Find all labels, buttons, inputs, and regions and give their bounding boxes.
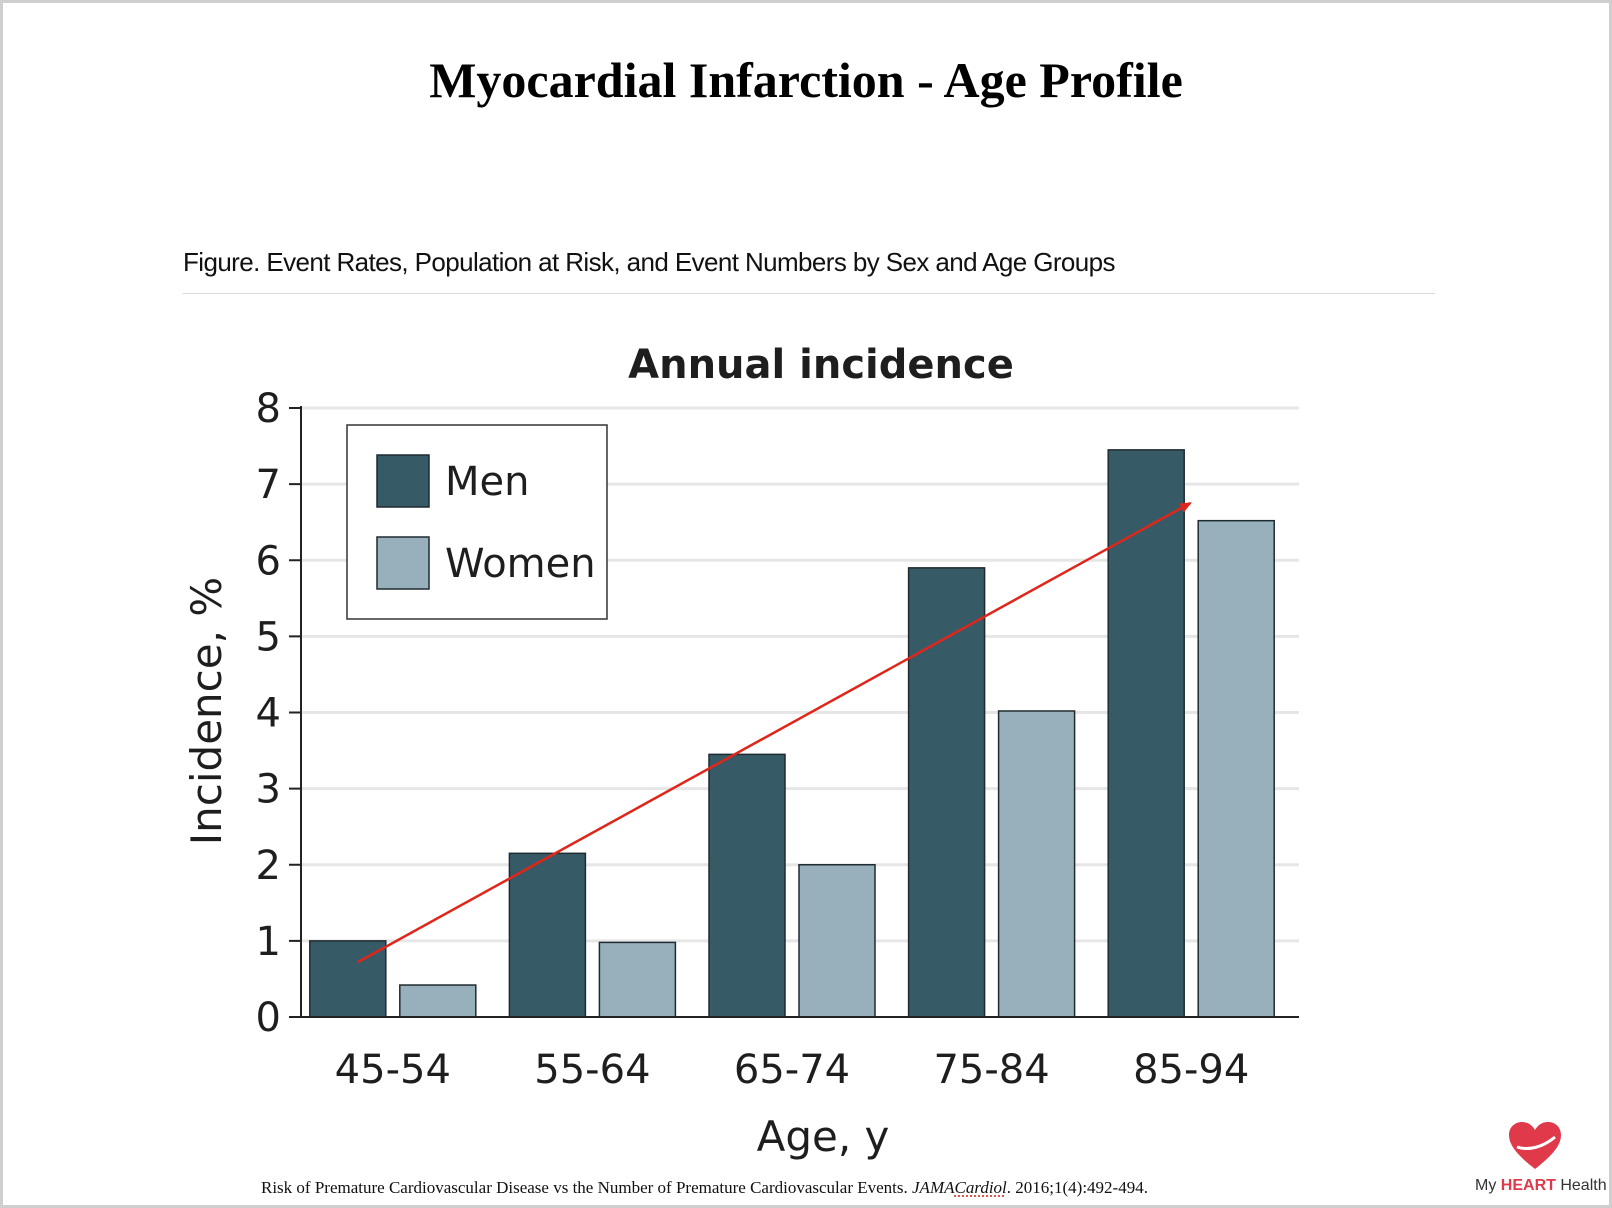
x-tick-label: 65-74 (734, 1047, 850, 1093)
bar-men-65-74 (708, 753, 786, 1018)
citation-title: Risk of Premature Cardiovascular Disease… (261, 1178, 908, 1197)
x-tick-label: 45-54 (335, 1047, 451, 1093)
caption-divider (183, 293, 1435, 294)
x-tick-label: 75-84 (933, 1047, 1049, 1093)
legend-label-women: Women (445, 541, 596, 587)
axes: 0 1 2 3 4 5 6 7 8 45-54 55-64 65-74 75-84 85-94 (256, 386, 1299, 1093)
legend: Men Women (346, 424, 608, 620)
legend-swatch-men (376, 454, 430, 508)
trend-arrow (357, 502, 1192, 964)
brand-prefix: My (1475, 1177, 1501, 1194)
x-tick-label: 55-64 (534, 1047, 650, 1093)
y-tick-label: 6 (256, 538, 281, 584)
heart-icon (1509, 1122, 1561, 1169)
y-tick-label: 2 (256, 843, 281, 889)
bars (309, 449, 1275, 1018)
citation-journal-abbrev: Cardiol (954, 1178, 1007, 1197)
legend-swatch-women (376, 536, 430, 590)
y-tick-label: 1 (256, 919, 281, 965)
y-tick-label: 4 (256, 691, 281, 737)
bar-men-75-84 (907, 567, 986, 1018)
bar-women-65-74 (798, 864, 876, 1018)
bar-men-55-64 (508, 852, 587, 1018)
bar-women-55-64 (598, 941, 677, 1018)
bar-women-75-84 (997, 710, 1076, 1018)
citation-journal: JAMA (912, 1178, 955, 1197)
brand-name: My HEART Health (1475, 1177, 1607, 1195)
y-tick-label: 0 (256, 995, 281, 1041)
figure-caption: Figure. Event Rates, Population at Risk,… (183, 247, 1115, 277)
bar-chart: 0 1 2 3 4 5 6 7 8 45-54 55-64 65-74 75-84 85-94 Annua… (182, 342, 1299, 1161)
legend-box (346, 424, 608, 620)
chart-title: Annual incidence (628, 342, 1014, 388)
footer-citation: Risk of Premature Cardiovascular Disease… (261, 1178, 1148, 1198)
bar-women-85-94 (1197, 519, 1275, 1018)
bar-women-45-54 (399, 984, 477, 1018)
y-axis-label: Incidence, % (182, 577, 231, 845)
y-tick-label: 8 (256, 386, 281, 432)
y-tick-label: 3 (256, 767, 281, 813)
legend-label-men: Men (445, 459, 529, 505)
brand-logo: My HEART Health (1459, 1121, 1609, 1201)
brand-strong: HEART (1500, 1177, 1556, 1194)
citation-details: . 2016;1(4):492-494. (1006, 1178, 1148, 1197)
bar-men-85-94 (1107, 449, 1185, 1018)
y-tick-label: 5 (256, 614, 281, 660)
x-tick-label: 85-94 (1133, 1047, 1249, 1093)
x-axis-label: Age, y (757, 1112, 890, 1161)
y-tick-label: 7 (256, 462, 281, 508)
slide-title: Myocardial Infarction - Age Profile (429, 52, 1183, 108)
brand-suffix: Health (1555, 1177, 1607, 1194)
